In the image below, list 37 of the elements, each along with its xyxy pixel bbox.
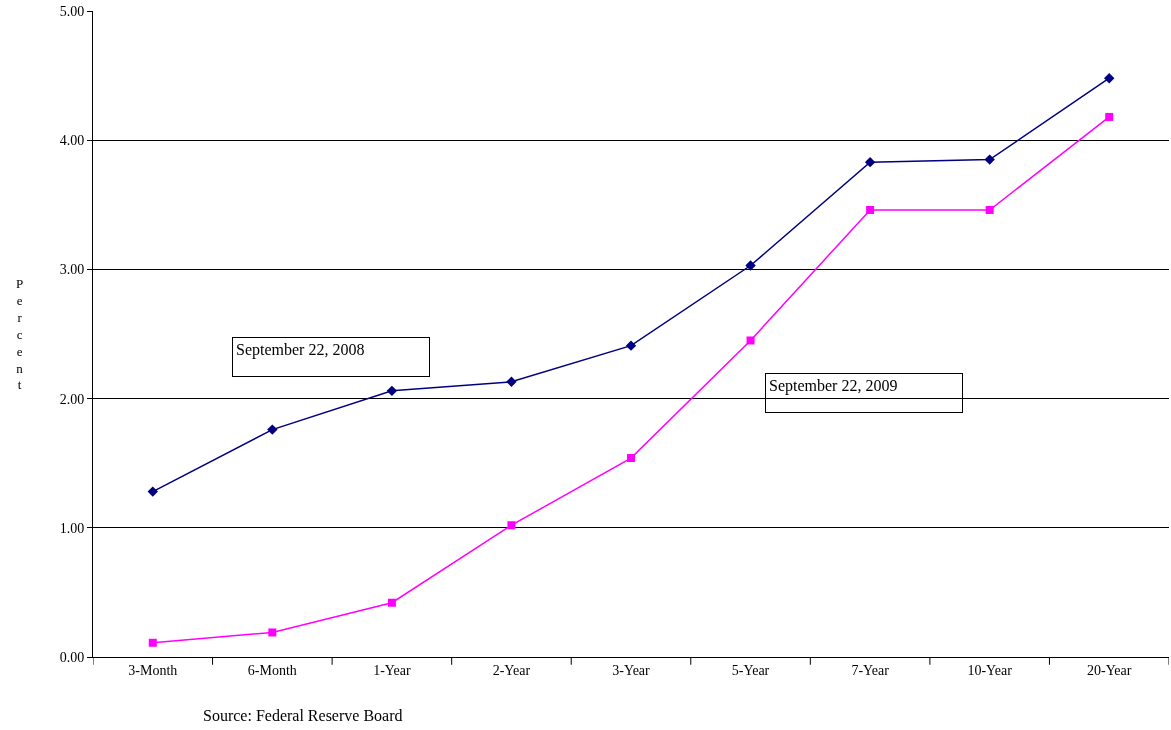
- point: [625, 340, 637, 351]
- y-tick-label: 0.00: [59, 649, 85, 665]
- y-tick-label: 4.00: [59, 133, 85, 149]
- source-note: Source: Federal Reserve Board: [203, 707, 403, 724]
- y-tick-label: 3.00: [59, 262, 85, 278]
- x-tick-label: 2-Year: [492, 662, 531, 678]
- x-tick-label: 3-Month: [128, 662, 178, 678]
- x-tick-label: 10-Year: [967, 662, 1013, 678]
- point: [984, 154, 995, 165]
- x-tick-label: 7-Year: [851, 662, 890, 678]
- x-tick-label: 1-Year: [373, 662, 411, 678]
- point: [267, 424, 278, 435]
- y-axis-title: Percent: [16, 276, 24, 393]
- point: [507, 521, 516, 530]
- point: [268, 628, 277, 637]
- point: [386, 385, 398, 397]
- point: [745, 260, 756, 271]
- text: September 22, 2009: [769, 377, 898, 395]
- point: [506, 376, 517, 387]
- point: [985, 205, 994, 214]
- x-tick-label: 20-Year: [1086, 662, 1132, 678]
- point: [387, 598, 396, 607]
- point: [1104, 72, 1115, 84]
- x-tick-label: 6-Month: [247, 662, 297, 678]
- y-tick-label: 2.00: [59, 391, 85, 407]
- point: [627, 454, 635, 463]
- text: September 22, 2008: [236, 341, 365, 359]
- y-tick-label: 1.00: [59, 520, 85, 536]
- point: [148, 638, 157, 647]
- x-tick-label: 5-Year: [731, 662, 770, 678]
- point: [864, 156, 876, 168]
- point: [147, 486, 158, 497]
- x-tick-label: 3-Year: [612, 662, 651, 678]
- y-tick-label: 5.00: [59, 3, 85, 19]
- point: [866, 205, 875, 214]
- point: [746, 336, 755, 345]
- point: [1105, 112, 1114, 121]
